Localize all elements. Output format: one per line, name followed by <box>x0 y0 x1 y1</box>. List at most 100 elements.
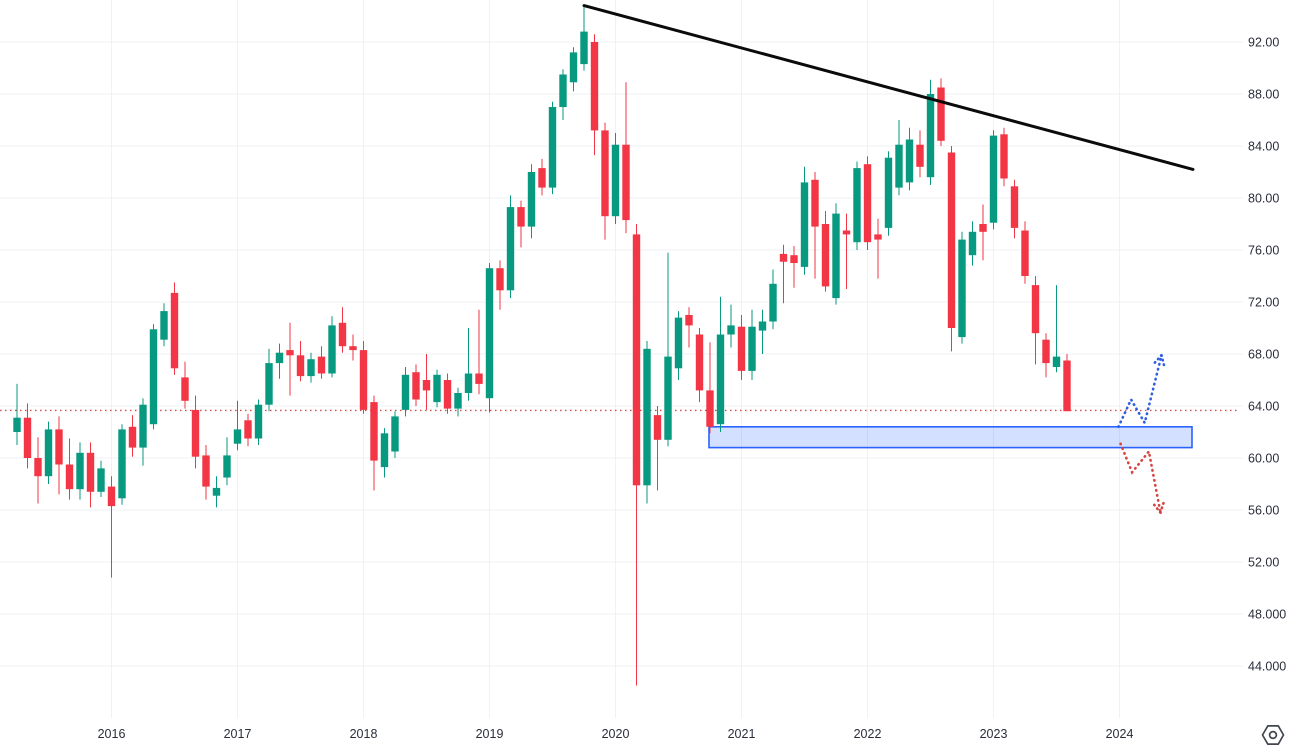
candle <box>884 157 893 228</box>
candle <box>601 130 609 217</box>
candle <box>874 234 882 240</box>
candle <box>107 486 116 507</box>
candle <box>23 417 32 458</box>
time-axis-label: 2024 <box>1106 727 1134 741</box>
candle <box>370 402 378 461</box>
candle <box>622 144 630 221</box>
candle <box>821 224 830 287</box>
candle <box>76 452 84 490</box>
candle <box>286 350 294 356</box>
candle <box>149 329 158 425</box>
candle <box>559 74 567 107</box>
candle <box>580 31 588 65</box>
candle <box>275 352 284 364</box>
candle <box>34 458 42 477</box>
candle <box>968 231 977 256</box>
candle <box>359 350 368 410</box>
candle <box>412 372 420 400</box>
candle <box>937 87 945 141</box>
candles <box>13 5 1071 686</box>
hexagon-settings-icon[interactable] <box>1261 725 1285 745</box>
candle <box>391 416 399 452</box>
candle <box>401 374 410 410</box>
projection-arrows[interactable] <box>1117 353 1166 514</box>
candle <box>916 144 924 167</box>
support-zone[interactable] <box>708 425 1193 449</box>
candle <box>191 409 200 457</box>
candle <box>853 168 861 243</box>
candle <box>748 326 756 371</box>
candle <box>685 315 693 326</box>
price-axis-label: 68.00 <box>1248 348 1279 362</box>
candle <box>706 390 714 427</box>
candle <box>989 135 998 223</box>
trendline-drawing[interactable] <box>582 4 1195 171</box>
candle <box>506 207 515 291</box>
candle <box>1052 356 1061 367</box>
candle <box>496 268 504 291</box>
candle <box>86 452 95 492</box>
candle <box>244 420 252 439</box>
candle <box>13 417 21 432</box>
bearish-arrow[interactable] <box>1119 442 1162 514</box>
price-axis-label: 76.00 <box>1248 244 1279 258</box>
candle <box>1021 230 1029 276</box>
price-axis-label: 84.00 <box>1248 140 1279 154</box>
bullish-arrow[interactable] <box>1117 353 1163 429</box>
candle <box>800 182 809 267</box>
price-axis-label: 56.00 <box>1248 504 1279 518</box>
time-axis[interactable]: 2016 2017 2018 2019 2020 2021 2022 2023 2024 <box>98 727 1134 741</box>
time-axis-label: 2023 <box>980 727 1008 741</box>
bullish-arrow-head <box>1153 353 1163 365</box>
hexagon-icon[interactable] <box>1261 725 1285 745</box>
time-axis-label: 2022 <box>854 727 882 741</box>
candle <box>716 334 725 425</box>
bearish-arrow-head <box>1159 501 1165 514</box>
candle <box>517 207 525 227</box>
candle <box>653 415 662 440</box>
candle <box>1010 186 1019 228</box>
candle <box>296 355 305 377</box>
time-axis-label: 2019 <box>476 727 504 741</box>
candle <box>475 373 483 384</box>
candle <box>160 311 168 340</box>
candle <box>779 253 788 262</box>
candle <box>737 326 746 371</box>
candle <box>1042 339 1050 364</box>
candle <box>181 377 189 401</box>
candle <box>44 429 53 477</box>
candle <box>958 239 966 338</box>
candle <box>307 359 315 377</box>
candle <box>569 52 578 83</box>
trendline[interactable] <box>582 4 1195 171</box>
candle <box>643 348 651 486</box>
price-axis-label: 60.00 <box>1248 452 1279 466</box>
candle <box>422 380 431 391</box>
support-zone-rect[interactable] <box>708 425 1193 449</box>
candle <box>443 380 452 409</box>
candle <box>905 139 914 183</box>
candle <box>170 292 179 369</box>
candle <box>758 321 767 331</box>
candle <box>548 107 557 188</box>
candle <box>202 455 210 487</box>
bearish-arrow-head <box>1152 503 1162 514</box>
candle <box>590 42 599 131</box>
candle <box>674 317 683 369</box>
price-axis[interactable]: 92.00 88.00 84.00 80.00 76.00 72.00 68.00 64.00… <box>1248 36 1286 674</box>
candle <box>55 429 63 465</box>
candle <box>212 487 221 496</box>
candle <box>664 356 672 440</box>
candle <box>233 429 242 444</box>
candle <box>611 144 620 217</box>
price-axis-label: 92.00 <box>1248 36 1279 50</box>
time-axis-label: 2020 <box>602 727 630 741</box>
candle <box>832 213 840 299</box>
candle <box>128 426 137 448</box>
time-axis-label: 2018 <box>350 727 378 741</box>
candle <box>485 268 494 399</box>
price-axis-label: 64.00 <box>1248 400 1279 414</box>
candle <box>695 334 704 391</box>
candle <box>254 404 263 439</box>
